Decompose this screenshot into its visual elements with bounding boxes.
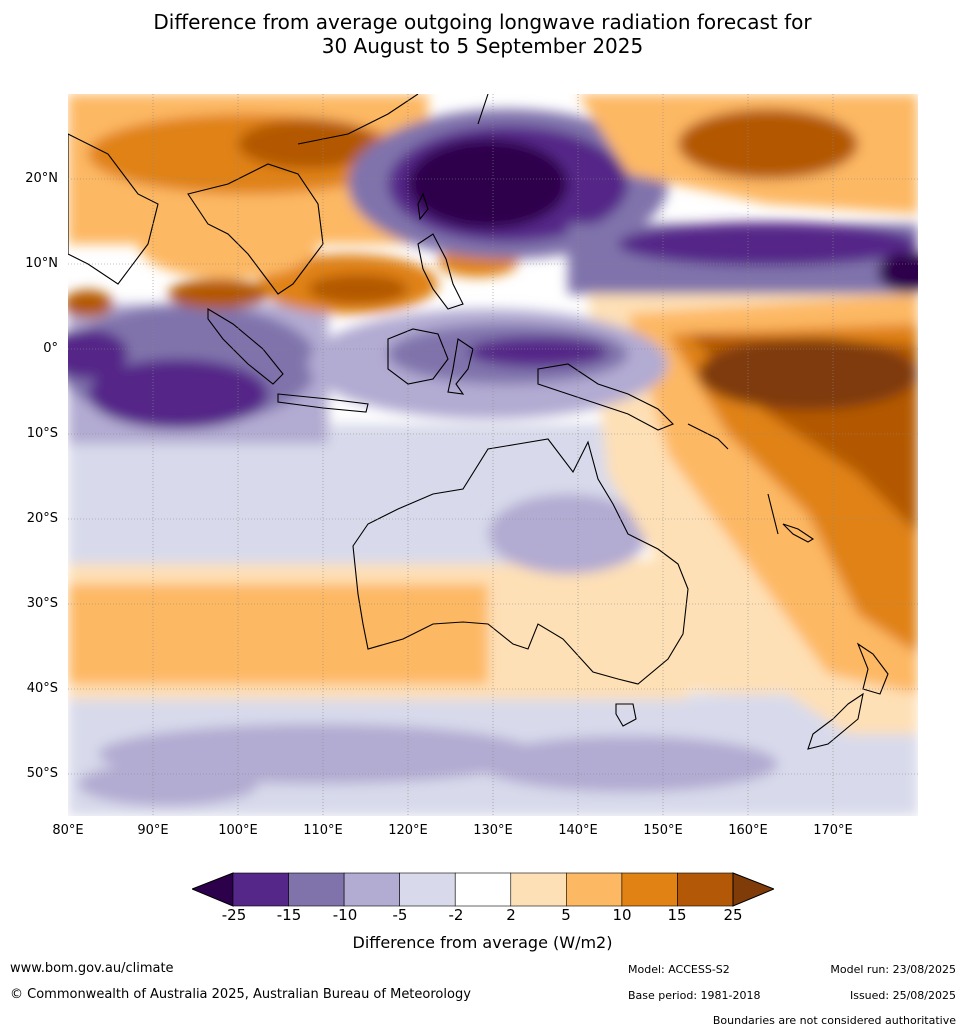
title-line-2: 30 August to 5 September 2025: [321, 34, 644, 58]
lon-label-170e: 170°E: [813, 823, 853, 838]
olr-anomaly-map: [68, 94, 918, 816]
lat-label-20s: 20°S: [26, 511, 58, 526]
colorbar-segment: [232, 872, 289, 907]
issued-date: Issued: 25/08/2025: [849, 989, 956, 1002]
lat-label-30s: 30°S: [26, 596, 58, 611]
colorbar-segment: [454, 872, 512, 907]
lon-label-100e: 100°E: [218, 823, 258, 838]
colorbar-segment: [566, 872, 623, 907]
colorbar-segment: [677, 872, 734, 907]
colorbar-min-extension: [192, 872, 234, 907]
colorbar-segment: [510, 872, 567, 907]
graticule: [68, 94, 918, 816]
lat-label-10s: 10°S: [26, 426, 58, 441]
lon-label-120e: 120°E: [388, 823, 428, 838]
model-name: Model: ACCESS-S2: [628, 963, 730, 976]
colorbar-tick-label: -2: [448, 906, 464, 924]
colorbar-tick-label: -25: [221, 906, 247, 924]
colorbar-tick-label: 2: [506, 906, 516, 924]
colorbar-segment: [621, 872, 678, 907]
anomaly-field: [68, 94, 918, 816]
model-run-date: Model run: 23/08/2025: [830, 963, 956, 976]
lon-label-130e: 130°E: [473, 823, 513, 838]
lat-label-10n: 10°N: [25, 256, 58, 271]
colorbar-tick-label: 15: [667, 906, 687, 924]
colorbar-segment: [343, 872, 400, 907]
lat-label-40s: 40°S: [26, 681, 58, 696]
colorbar-tick-label: -10: [332, 906, 358, 924]
base-period: Base period: 1981-2018: [628, 989, 761, 1002]
colorbar-tick-label: 10: [612, 906, 632, 924]
lon-label-110e: 110°E: [303, 823, 343, 838]
colorbar-tick-label: -5: [392, 906, 408, 924]
title-line-1: Difference from average outgoing longwav…: [153, 10, 812, 34]
lat-label-0: 0°: [43, 341, 58, 356]
copyright-text: © Commonwealth of Australia 2025, Austra…: [10, 987, 471, 1002]
colorbar-tick-label: -15: [276, 906, 302, 924]
boundaries-disclaimer: Boundaries are not considered authoritat…: [712, 1014, 956, 1027]
website-link[interactable]: www.bom.gov.au/climate: [10, 961, 174, 976]
lon-label-140e: 140°E: [558, 823, 598, 838]
lon-label-160e: 160°E: [728, 823, 768, 838]
lat-label-50s: 50°S: [26, 766, 58, 781]
colorbar-segment: [399, 872, 456, 907]
lat-label-20n: 20°N: [25, 171, 58, 186]
colorbar-max-extension: [732, 872, 774, 907]
colorbar-tick-label: 5: [561, 906, 571, 924]
coastlines: [68, 94, 889, 750]
colorbar: [192, 872, 774, 907]
colorbar-tick-label: 25: [723, 906, 743, 924]
map-title: Difference from average outgoing longwav…: [0, 10, 965, 58]
colorbar-title: Difference from average (W/m2): [352, 933, 613, 952]
lon-label-90e: 90°E: [137, 823, 169, 838]
colorbar-segment: [288, 872, 345, 907]
lon-label-150e: 150°E: [643, 823, 683, 838]
lon-label-80e: 80°E: [52, 823, 84, 838]
